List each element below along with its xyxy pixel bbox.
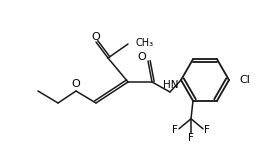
Text: F: F — [172, 125, 178, 135]
Text: O: O — [72, 79, 80, 89]
Text: O: O — [92, 32, 100, 42]
Text: HN: HN — [163, 80, 179, 90]
Text: CH₃: CH₃ — [135, 38, 153, 48]
Text: O: O — [138, 52, 146, 62]
Text: F: F — [204, 125, 210, 135]
Text: F: F — [188, 133, 194, 143]
Text: Cl: Cl — [239, 75, 250, 85]
